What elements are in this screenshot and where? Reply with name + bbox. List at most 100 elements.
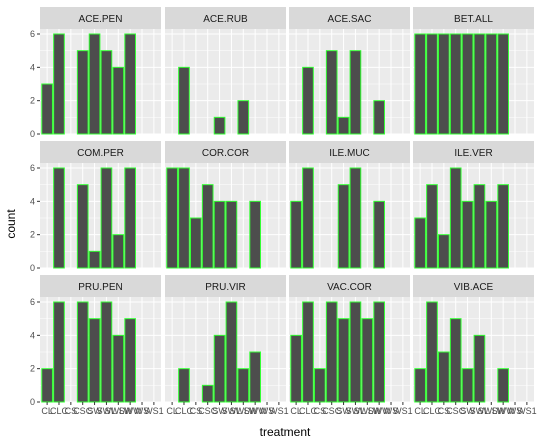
facet-strip bbox=[413, 141, 534, 163]
bar bbox=[337, 184, 350, 269]
bar bbox=[88, 318, 101, 403]
y-tick-label: 4 bbox=[30, 330, 35, 340]
bar bbox=[178, 66, 190, 135]
bar bbox=[438, 234, 450, 269]
x-tick-label: SWW bbox=[119, 406, 142, 416]
bar bbox=[361, 318, 374, 403]
y-tick-label: 6 bbox=[30, 297, 35, 307]
bar bbox=[426, 33, 438, 135]
x-tick-label: CLC bbox=[423, 406, 442, 416]
bar bbox=[461, 368, 474, 403]
x-tick-label: SWLW bbox=[105, 406, 133, 416]
x-tick-label: CS bbox=[190, 406, 203, 416]
x-tick-label: SWL bbox=[222, 406, 242, 416]
bar bbox=[349, 50, 362, 135]
y-axis-title: count bbox=[4, 209, 18, 239]
x-tick-label: SWL bbox=[346, 406, 366, 416]
bar bbox=[41, 83, 53, 135]
facet-panel: ACE.PEN 0 2 4 6 bbox=[30, 7, 161, 139]
bar bbox=[53, 33, 65, 135]
bar bbox=[237, 368, 250, 403]
bar bbox=[249, 200, 261, 269]
x-tick-label: CLC bbox=[299, 406, 318, 416]
bar bbox=[373, 301, 385, 403]
bar bbox=[373, 200, 385, 269]
bar bbox=[53, 301, 65, 403]
bar bbox=[414, 217, 426, 269]
bar bbox=[449, 167, 462, 269]
bar bbox=[485, 200, 498, 269]
bar bbox=[325, 50, 338, 135]
facet-strip bbox=[289, 7, 410, 29]
bar bbox=[302, 66, 314, 135]
bar bbox=[426, 184, 438, 269]
facet-strip-label: ACE.SAC bbox=[328, 14, 372, 25]
facet-panel: BET.ALL bbox=[413, 7, 534, 135]
bar bbox=[461, 200, 474, 269]
bar bbox=[337, 116, 350, 135]
facet-strip-label: COM.PER bbox=[77, 148, 124, 159]
bar bbox=[213, 116, 226, 135]
bar bbox=[290, 334, 302, 403]
facet-strip bbox=[413, 275, 534, 297]
x-tick-label: CSC bbox=[198, 406, 218, 416]
facet-panel: ACE.SAC bbox=[289, 7, 410, 135]
x-tick-label: WS bbox=[384, 406, 399, 416]
bar bbox=[414, 33, 426, 135]
bar bbox=[76, 184, 89, 269]
bar bbox=[88, 250, 101, 269]
bar bbox=[124, 318, 136, 403]
bar bbox=[88, 33, 101, 135]
bar bbox=[314, 368, 326, 403]
bar bbox=[414, 368, 426, 403]
x-tick-label: SW bbox=[212, 406, 227, 416]
facet-strip bbox=[165, 141, 286, 163]
facet-strip bbox=[165, 7, 286, 29]
facet-panel: ILE.VER bbox=[413, 141, 534, 269]
x-tick-label: SW bbox=[336, 406, 351, 416]
facet-strip bbox=[289, 275, 410, 297]
bar bbox=[373, 100, 385, 135]
facet-strip-label: VAC.COR bbox=[327, 282, 372, 293]
x-tick-label: SWL bbox=[470, 406, 490, 416]
bar bbox=[449, 33, 462, 135]
bar bbox=[53, 167, 65, 269]
y-tick-label: 4 bbox=[30, 62, 35, 72]
x-tick-label: SWL bbox=[97, 406, 117, 416]
x-tick-label: CLC bbox=[50, 406, 69, 416]
bar bbox=[290, 200, 302, 269]
facet-strip-label: ILE.VER bbox=[454, 148, 492, 159]
y-tick-label: 2 bbox=[30, 230, 35, 240]
bar bbox=[76, 50, 89, 135]
bar bbox=[166, 167, 178, 269]
facet-strip bbox=[413, 7, 534, 29]
y-tick-label: 0 bbox=[30, 129, 35, 139]
x-tick-label: CSC bbox=[73, 406, 93, 416]
bar bbox=[225, 200, 238, 269]
bar bbox=[473, 184, 486, 269]
facet-strip-label: ACE.RUB bbox=[203, 14, 248, 25]
bar bbox=[461, 33, 474, 135]
bar bbox=[337, 318, 350, 403]
x-tick-label: SWLW bbox=[354, 406, 382, 416]
x-tick-label: SWW bbox=[368, 406, 391, 416]
y-tick-label: 0 bbox=[30, 263, 35, 273]
y-tick-label: 4 bbox=[30, 196, 35, 206]
x-tick-label: SW bbox=[460, 406, 475, 416]
bar bbox=[112, 66, 125, 135]
x-tick-label: WS1 bbox=[269, 406, 289, 416]
facet-panels: ACE.PEN 0 2 4 6 ACE.RUB ACE.SAC BET.ALL COM.PER 0… bbox=[30, 7, 537, 416]
bar bbox=[112, 234, 125, 269]
bar bbox=[213, 334, 226, 403]
bar bbox=[225, 301, 238, 403]
facet-panel: ACE.RUB bbox=[165, 7, 286, 135]
bar bbox=[497, 368, 509, 403]
bar bbox=[41, 368, 53, 403]
bar bbox=[302, 301, 314, 403]
facet-strip bbox=[40, 7, 161, 29]
facet-strip bbox=[289, 141, 410, 163]
bar bbox=[473, 334, 486, 403]
